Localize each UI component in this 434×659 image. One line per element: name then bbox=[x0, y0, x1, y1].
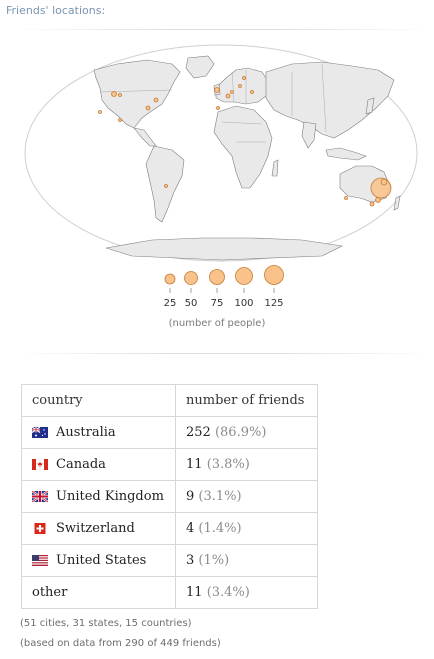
count-cell: 252 (86.9%) bbox=[175, 416, 318, 449]
legend-bubble-25 bbox=[164, 273, 176, 285]
north-america bbox=[93, 59, 181, 129]
middle-divider bbox=[12, 353, 434, 354]
switzerland-flag-icon bbox=[34, 523, 46, 534]
usa-flag-icon bbox=[32, 555, 48, 566]
column-header-friends: number of friends bbox=[175, 384, 318, 417]
legend-bubble-50 bbox=[184, 271, 198, 285]
bubble-europe-3 bbox=[242, 76, 246, 80]
data-basis-note: (based on data from 290 of 449 friends) bbox=[20, 638, 221, 649]
legend-label-50: 50 bbox=[185, 298, 198, 309]
legend-bubble-125 bbox=[264, 265, 284, 285]
bubble-uk bbox=[214, 87, 220, 93]
legend-caption: (number of people) bbox=[168, 318, 266, 329]
count-cell: 4 (1.4%) bbox=[175, 512, 318, 545]
country-cell: United States bbox=[21, 544, 176, 577]
bubble-australia-5 bbox=[344, 196, 348, 200]
count-cell: 11 (3.8%) bbox=[175, 448, 318, 481]
column-header-country: country bbox=[21, 384, 176, 417]
legend-label-75: 75 bbox=[211, 298, 224, 309]
country-name: Canada bbox=[56, 457, 106, 472]
country-cell: Canada bbox=[21, 448, 176, 481]
bubble-europe-1 bbox=[230, 90, 234, 94]
indonesia bbox=[325, 147, 367, 161]
country-name: United Kingdom bbox=[56, 489, 164, 504]
bubble-asia bbox=[216, 106, 220, 110]
bubble-canada-1 bbox=[111, 91, 117, 97]
friend-count: 11 bbox=[186, 585, 203, 600]
friend-percent: (1.4%) bbox=[198, 521, 242, 536]
country-name: other bbox=[32, 585, 68, 600]
friend-percent: (3.4%) bbox=[206, 585, 250, 600]
legend-bubble-75 bbox=[209, 269, 225, 285]
section-title: Friends' locations: bbox=[6, 4, 106, 17]
table-row: other 11 (3.4%) bbox=[21, 576, 318, 609]
bubble-australia-4 bbox=[369, 201, 375, 207]
friends-by-country-table: country number of friends Australia 252 … bbox=[21, 384, 318, 609]
legend-bubbles bbox=[164, 265, 284, 285]
world-map bbox=[24, 44, 418, 262]
table-row: United Kingdom 9 (3.1%) bbox=[21, 480, 318, 513]
bubble-australia-3 bbox=[375, 197, 381, 203]
bubble-south-america bbox=[164, 184, 168, 188]
legend-label-100: 100 bbox=[234, 298, 253, 309]
new-zealand bbox=[393, 195, 401, 211]
legend-bubble-100 bbox=[235, 267, 253, 285]
friend-percent: (3.8%) bbox=[206, 457, 250, 472]
greenland bbox=[185, 55, 215, 79]
country-name: United States bbox=[56, 553, 147, 568]
country-name: Switzerland bbox=[56, 521, 135, 536]
table-row: Switzerland 4 (1.4%) bbox=[21, 512, 318, 545]
legend-label-125: 125 bbox=[264, 298, 283, 309]
friend-percent: (86.9%) bbox=[214, 425, 267, 440]
friend-count: 3 bbox=[186, 553, 195, 568]
table-header-row: country number of friends bbox=[21, 384, 318, 417]
africa bbox=[213, 105, 273, 189]
friend-count: 4 bbox=[186, 521, 195, 536]
bubble-canada-3 bbox=[153, 97, 159, 103]
count-cell: 9 (3.1%) bbox=[175, 480, 318, 513]
country-cell: Switzerland bbox=[21, 512, 176, 545]
bubble-usa-3 bbox=[118, 118, 122, 122]
uk-flag-icon bbox=[32, 491, 48, 502]
bubble-europe-4 bbox=[250, 90, 254, 94]
table-row: Australia 252 (86.9%) bbox=[21, 416, 318, 449]
country-cell: United Kingdom bbox=[21, 480, 176, 513]
bubble-size-legend: 25 50 75 100 125 bbox=[164, 265, 284, 309]
summary-note: (51 cities, 31 states, 15 countries) bbox=[20, 618, 192, 629]
count-cell: 3 (1%) bbox=[175, 544, 318, 577]
count-cell: 11 (3.4%) bbox=[175, 576, 318, 609]
bubble-australia-2 bbox=[380, 178, 388, 186]
table-row: Canada 11 (3.8%) bbox=[21, 448, 318, 481]
south-america bbox=[145, 145, 185, 223]
friend-bubbles bbox=[98, 76, 392, 207]
friend-percent: (1%) bbox=[198, 553, 230, 568]
bubble-canada-2 bbox=[118, 93, 122, 97]
bubble-usa-1 bbox=[98, 110, 102, 114]
bubble-usa-2 bbox=[145, 105, 151, 111]
friend-count: 252 bbox=[186, 425, 211, 440]
madagascar bbox=[271, 159, 279, 177]
antarctica bbox=[105, 237, 343, 261]
table-row: United States 3 (1%) bbox=[21, 544, 318, 577]
legend-ticks bbox=[169, 288, 275, 293]
friend-count: 11 bbox=[186, 457, 203, 472]
japan bbox=[365, 97, 375, 115]
country-name: Australia bbox=[56, 425, 116, 440]
top-divider bbox=[12, 29, 434, 30]
borders bbox=[99, 63, 327, 143]
legend-label-25: 25 bbox=[164, 298, 177, 309]
country-cell: other bbox=[21, 576, 176, 609]
india bbox=[301, 121, 317, 149]
asia bbox=[265, 61, 395, 139]
bubble-europe-2 bbox=[238, 84, 242, 88]
friend-count: 9 bbox=[186, 489, 195, 504]
australia-flag-icon bbox=[32, 427, 48, 438]
friend-percent: (3.1%) bbox=[198, 489, 242, 504]
canada-flag-icon bbox=[32, 459, 48, 470]
bubble-switzerland bbox=[225, 93, 231, 99]
central-america bbox=[133, 127, 157, 147]
country-cell: Australia bbox=[21, 416, 176, 449]
